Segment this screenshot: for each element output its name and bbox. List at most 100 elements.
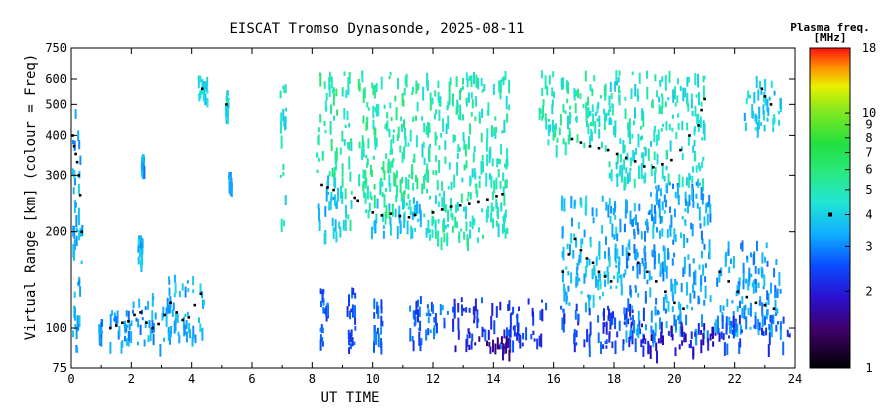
echo-mark — [631, 134, 634, 139]
echo-mark — [646, 279, 649, 285]
echo-mark — [770, 80, 773, 88]
echo-mark — [597, 270, 600, 279]
echo-mark — [763, 124, 766, 132]
echo-mark — [727, 241, 730, 255]
echo-mark — [485, 137, 488, 152]
trace-point — [561, 270, 565, 274]
echo-mark — [673, 208, 676, 218]
echo-cluster-6 — [148, 293, 173, 357]
echo-mark — [676, 185, 679, 199]
echo-mark — [661, 216, 664, 223]
echo-mark — [283, 116, 286, 124]
echo-mark — [700, 274, 703, 286]
echo-mark — [480, 78, 483, 87]
echo-mark — [401, 198, 404, 210]
trace-point — [679, 148, 682, 152]
echo-mark — [437, 230, 440, 243]
echo-mark — [418, 331, 421, 346]
echo-mark — [348, 142, 351, 151]
echo-mark — [370, 196, 373, 201]
echo-mark — [746, 255, 749, 260]
echo-mark — [682, 267, 685, 277]
echo-mark — [647, 148, 650, 161]
echo-mark — [580, 198, 583, 208]
echo-mark — [633, 217, 636, 221]
echo-mark — [758, 106, 761, 120]
echo-mark — [699, 223, 702, 229]
echo-mark — [172, 302, 175, 311]
echo-mark — [695, 333, 698, 346]
echo-mark — [381, 192, 384, 197]
echo-mark — [329, 120, 332, 135]
trace-point — [139, 311, 142, 314]
echo-mark — [450, 212, 453, 218]
echo-mark — [610, 206, 613, 214]
x-tick-label: 12 — [426, 372, 440, 386]
echo-mark — [374, 136, 377, 146]
echo-mark — [762, 285, 765, 290]
trace-point — [697, 124, 700, 127]
echo-mark — [502, 347, 504, 361]
echo-mark — [698, 206, 701, 221]
echo-mark — [469, 123, 471, 135]
echo-mark — [488, 173, 491, 180]
echo-mark — [646, 222, 649, 233]
echo-mark — [441, 305, 444, 311]
echo-mark — [472, 152, 475, 163]
echo-mark — [758, 300, 761, 306]
echo-mark — [620, 283, 623, 295]
echo-mark — [616, 233, 619, 242]
echo-mark — [468, 332, 471, 339]
echo-mark — [388, 128, 391, 138]
echo-mark — [773, 117, 776, 123]
echo-mark — [575, 237, 578, 248]
echo-mark — [654, 74, 657, 82]
echo-mark — [423, 157, 426, 165]
trace-point — [468, 202, 471, 205]
echo-mark — [167, 331, 170, 341]
echo-mark — [674, 347, 677, 357]
echo-mark — [390, 139, 393, 151]
echo-mark — [773, 90, 776, 96]
echo-mark — [373, 325, 376, 332]
echo-mark — [414, 227, 417, 232]
echo-mark — [373, 298, 376, 310]
echo-mark — [607, 109, 610, 116]
echo-mark — [350, 191, 353, 195]
echo-mark — [786, 329, 789, 337]
echo-mark — [498, 159, 501, 165]
echo-mark — [473, 146, 476, 153]
trace-point — [627, 253, 631, 256]
echo-mark — [407, 206, 410, 210]
echo-mark — [577, 313, 580, 322]
echo-mark — [561, 251, 564, 258]
echo-mark — [635, 248, 638, 259]
echo-mark — [572, 249, 575, 259]
echo-mark — [683, 219, 686, 223]
echo-mark — [417, 85, 420, 91]
echo-mark — [697, 119, 700, 124]
echo-mark — [757, 89, 760, 101]
echo-mark — [554, 125, 557, 138]
echo-mark — [654, 322, 657, 333]
echo-mark — [570, 196, 573, 209]
trace-point — [320, 183, 323, 187]
echo-mark — [371, 226, 373, 240]
echo-mark — [622, 344, 625, 351]
echo-mark — [687, 201, 689, 214]
echo-mark — [643, 334, 645, 340]
echo-mark — [324, 230, 327, 234]
echo-mark — [658, 205, 661, 218]
echo-cluster-3 — [125, 298, 151, 347]
echo-mark — [542, 105, 544, 118]
echo-mark — [149, 328, 152, 342]
echo-mark — [426, 78, 428, 88]
echo-mark — [689, 339, 692, 349]
echo-mark — [470, 92, 473, 99]
echo-mark — [482, 161, 484, 173]
echo-mark — [457, 114, 460, 120]
x-tick-label: 20 — [667, 372, 681, 386]
echo-mark — [418, 203, 421, 214]
echo-mark — [481, 155, 484, 161]
echo-mark — [619, 138, 622, 145]
